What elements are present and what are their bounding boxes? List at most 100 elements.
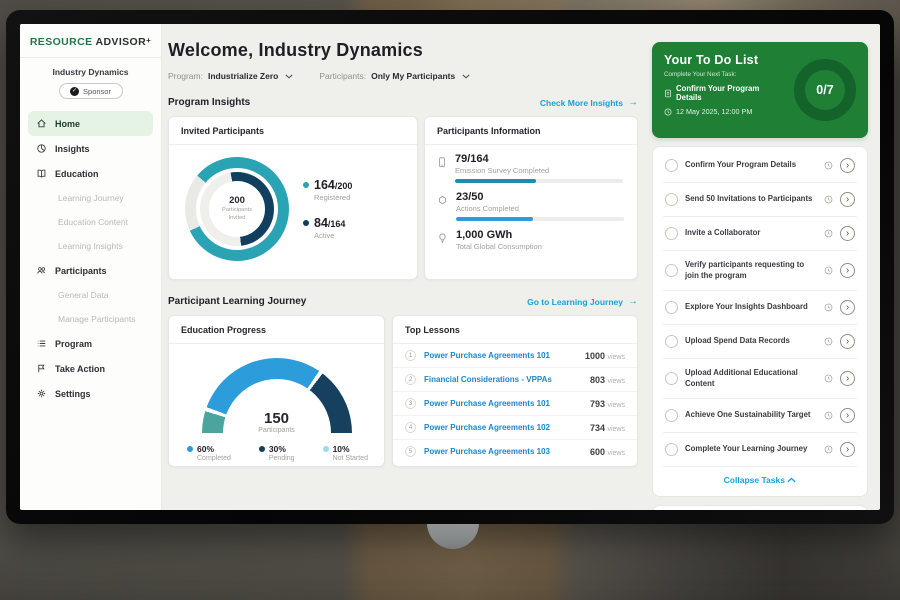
chevron-down-icon <box>285 73 293 79</box>
progress-track <box>455 179 623 183</box>
go-to-learning-journey-link[interactable]: Go to Learning Journey → <box>527 296 638 307</box>
clock-icon <box>664 108 672 115</box>
task-open-button[interactable]: › <box>840 371 855 387</box>
legend-label: Not Started <box>332 455 368 462</box>
collapse-tasks-label: Collapse Tasks <box>723 475 785 486</box>
task-row-confirm-program: Confirm Your Program Details › <box>663 149 857 183</box>
survey-icon <box>439 157 445 167</box>
lesson-link[interactable]: Power Purchase Agreements 103 <box>424 447 550 456</box>
sidebar-item-label: Manage Participants <box>58 314 136 324</box>
lesson-views-value: 803 <box>589 374 605 385</box>
stat-emission-survey: 79/164 Emission Survey Completed <box>437 153 625 183</box>
lesson-views-value: 793 <box>589 398 605 409</box>
sidebar-item-education-content[interactable]: Education Content <box>28 210 153 234</box>
dashboard-screen: RESOURCE ADVISOR+ Industry Dynamics ✓ Sp… <box>20 24 880 510</box>
lesson-views-value: 734 <box>589 422 605 433</box>
participants-info-body: 79/164 Emission Survey Completed 23/50 A… <box>425 145 637 263</box>
sidebar-item-settings[interactable]: Settings <box>28 381 153 406</box>
todo-due: 12 May 2025, 12:00 PM <box>664 107 786 116</box>
invited-donut-chart: 200 Participants Invited <box>185 157 289 261</box>
task-checkbox[interactable] <box>665 227 678 240</box>
task-checkbox[interactable] <box>665 372 678 386</box>
check-more-insights-link[interactable]: Check More Insights → <box>540 97 638 108</box>
task-open-button[interactable]: › <box>840 158 855 173</box>
lesson-link[interactable]: Power Purchase Agreements 101 <box>424 351 550 360</box>
sidebar-item-home[interactable]: Home <box>28 111 153 136</box>
task-checkbox[interactable] <box>665 301 678 315</box>
task-checkbox[interactable] <box>665 264 678 278</box>
invited-participants-card: Invited Participants 200 Participants In… <box>168 116 418 280</box>
task-open-button[interactable]: › <box>840 408 855 424</box>
task-checkbox[interactable] <box>665 443 678 457</box>
gauge-center-label: Participants <box>258 427 295 434</box>
task-open-button[interactable]: › <box>840 263 855 279</box>
sidebar-item-learning-insights[interactable]: Learning Insights <box>28 234 153 258</box>
task-open-button[interactable]: › <box>840 300 855 316</box>
sidebar-item-learning-journey[interactable]: Learning Journey <box>28 186 153 210</box>
task-open-button[interactable]: › <box>840 226 855 241</box>
main-content: Welcome, Industry Dynamics Program: Indu… <box>168 24 638 510</box>
top-lessons-card: Top Lessons 1 Power Purchase Agreements … <box>392 315 638 467</box>
lesson-link[interactable]: Power Purchase Agreements 101 <box>424 399 550 408</box>
sidebar-item-label: Learning Insights <box>58 241 123 251</box>
sidebar-item-insights[interactable]: Insights <box>28 136 153 161</box>
sponsor-badge[interactable]: ✓ Sponsor <box>58 83 123 99</box>
lesson-row: 4 Power Purchase Agreements 102 734 view… <box>393 416 637 440</box>
legend-label: Completed <box>197 455 231 462</box>
program-insights-title: Program Insights <box>168 97 251 108</box>
task-row-achieve-target: Achieve One Sustainability Target › <box>663 399 857 434</box>
collapse-tasks-link[interactable]: Collapse Tasks <box>663 467 857 494</box>
donut-center-label: Participants Invited <box>221 207 253 221</box>
monitor-bezel: RESOURCE ADVISOR+ Industry Dynamics ✓ Sp… <box>6 10 894 524</box>
lesson-link[interactable]: Financial Considerations - VPPAs <box>424 375 552 384</box>
logo-text-resource: RESOURCE <box>29 36 93 48</box>
sidebar-item-general-data[interactable]: General Data <box>28 283 153 307</box>
logo-plus: + <box>146 36 152 45</box>
sidebar-item-participants[interactable]: Participants <box>28 258 153 283</box>
sidebar-item-label: Education <box>55 168 99 179</box>
learning-cards-row: Education Progress 150 Participants <box>168 315 638 467</box>
lesson-views-word: views <box>607 353 625 361</box>
clock-icon <box>824 374 833 383</box>
legend-pct: 10% <box>332 444 350 454</box>
link-label: Check More Insights <box>539 97 623 108</box>
sidebar-item-education[interactable]: Education <box>28 161 153 186</box>
donut-center-value: 200 <box>229 195 245 207</box>
task-label: Invite a Collaborator <box>685 228 761 238</box>
sidebar-item-manage-participants[interactable]: Manage Participants <box>28 307 153 331</box>
sidebar-item-program[interactable]: Program <box>28 331 153 356</box>
task-checkbox[interactable] <box>665 409 678 423</box>
stat-value: 79/164 <box>455 153 489 165</box>
todo-progress-ring: 0/7 <box>794 59 856 121</box>
task-checkbox[interactable] <box>665 335 678 349</box>
task-checkbox[interactable] <box>665 159 678 172</box>
link-label: Go to Learning Journey <box>527 296 623 307</box>
legend-item-not-started: 10% Not Started <box>322 444 368 462</box>
legend-item-pending: 30% Pending <box>258 444 295 462</box>
task-open-button[interactable]: › <box>840 192 855 207</box>
task-label: Verify participants requesting to join t… <box>685 260 805 280</box>
legend-total: /164 <box>327 219 346 229</box>
todo-next-task[interactable]: Confirm Your Program Details <box>664 84 786 102</box>
todo-hero-card: Your To Do List Complete Your Next Task:… <box>652 42 868 138</box>
insights-cards-row: Invited Participants 200 Participants In… <box>168 116 638 280</box>
legend-item-active: 84/164 Active <box>303 216 352 240</box>
program-filter-dropdown[interactable]: Program: Industrialize Zero <box>168 71 293 81</box>
task-row-upload-educational-content: Upload Additional Educational Content › <box>663 359 857 400</box>
task-open-button[interactable]: › <box>840 334 855 350</box>
gear-icon <box>37 389 46 398</box>
todo-tasks-card: Confirm Your Program Details › Send 50 I… <box>652 146 868 498</box>
sidebar-item-take-action[interactable]: Take Action <box>28 356 153 381</box>
task-row-explore-insights: Explore Your Insights Dashboard › <box>663 291 857 326</box>
task-open-button[interactable]: › <box>840 442 855 458</box>
progress-track <box>456 217 624 221</box>
todo-panel: Your To Do List Complete Your Next Task:… <box>652 42 868 510</box>
bulb-icon <box>439 233 446 243</box>
lesson-rank: 1 <box>405 350 416 361</box>
lesson-views-value: 1000 <box>584 350 605 361</box>
participants-filter-dropdown[interactable]: Participants: Only My Participants <box>319 71 470 81</box>
lesson-link[interactable]: Power Purchase Agreements 102 <box>424 423 550 432</box>
home-icon <box>37 119 46 128</box>
task-checkbox[interactable] <box>665 193 678 206</box>
